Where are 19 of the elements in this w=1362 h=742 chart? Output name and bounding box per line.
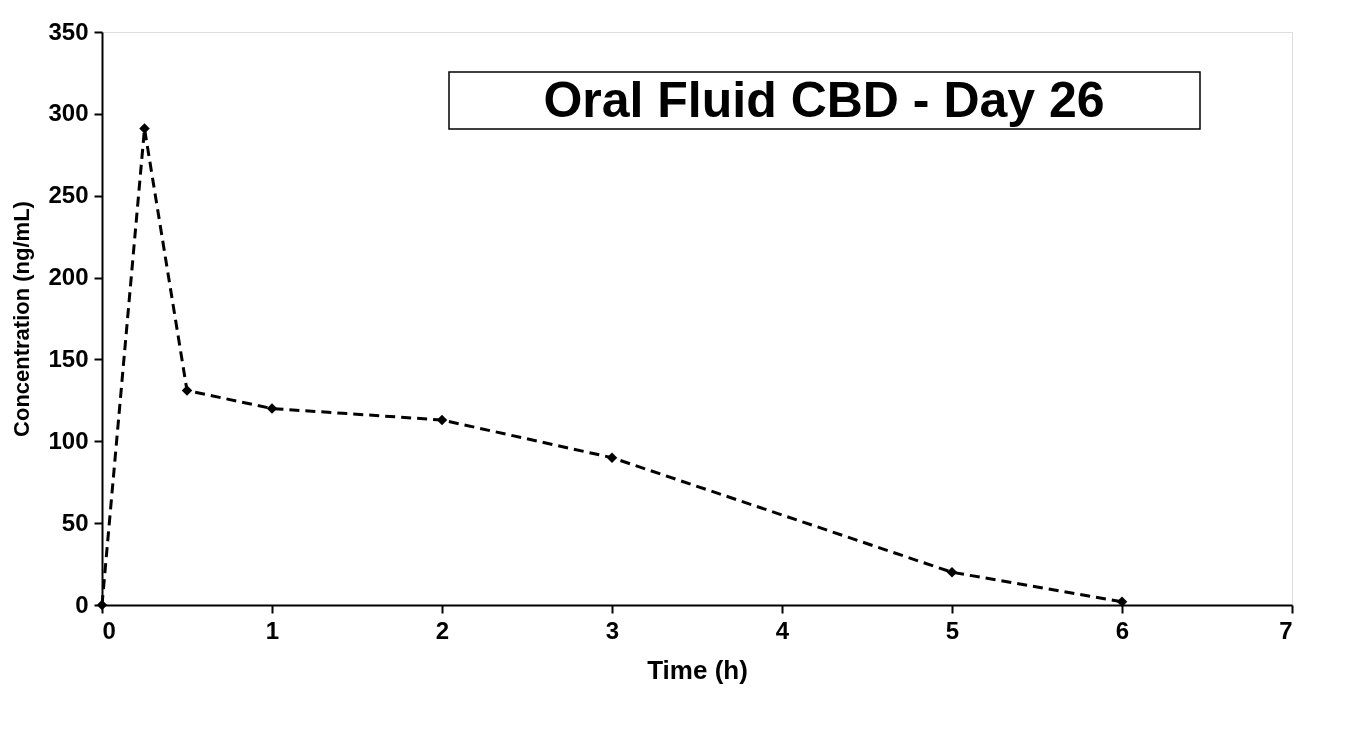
x-tick-label: 7: [1279, 616, 1293, 644]
x-tick-label: 3: [605, 616, 620, 644]
y-axis-title: Concentration (ng/mL): [9, 201, 35, 437]
x-tick-label: 6: [1115, 616, 1130, 644]
x-tick-label: 0: [102, 616, 116, 644]
y-tick-label: 150: [48, 344, 89, 372]
text: Oral Fluid CBD - Day 26: [543, 72, 1105, 128]
x-axis-title: Time (h): [647, 654, 748, 685]
y-tick-label: 50: [61, 508, 89, 536]
y-tick-label: 250: [48, 181, 89, 209]
x-tick-label: 2: [435, 616, 450, 644]
y-tick-label: 100: [48, 426, 89, 454]
y-tick-label: 350: [48, 17, 89, 45]
x-tick-label: 5: [945, 616, 960, 644]
x-tick-label: 4: [775, 616, 790, 644]
y-tick-label: 0: [75, 590, 89, 618]
x-tick-label: 1: [265, 616, 280, 644]
y-tick-label: 300: [48, 99, 89, 127]
y-tick-label: 200: [48, 263, 89, 291]
